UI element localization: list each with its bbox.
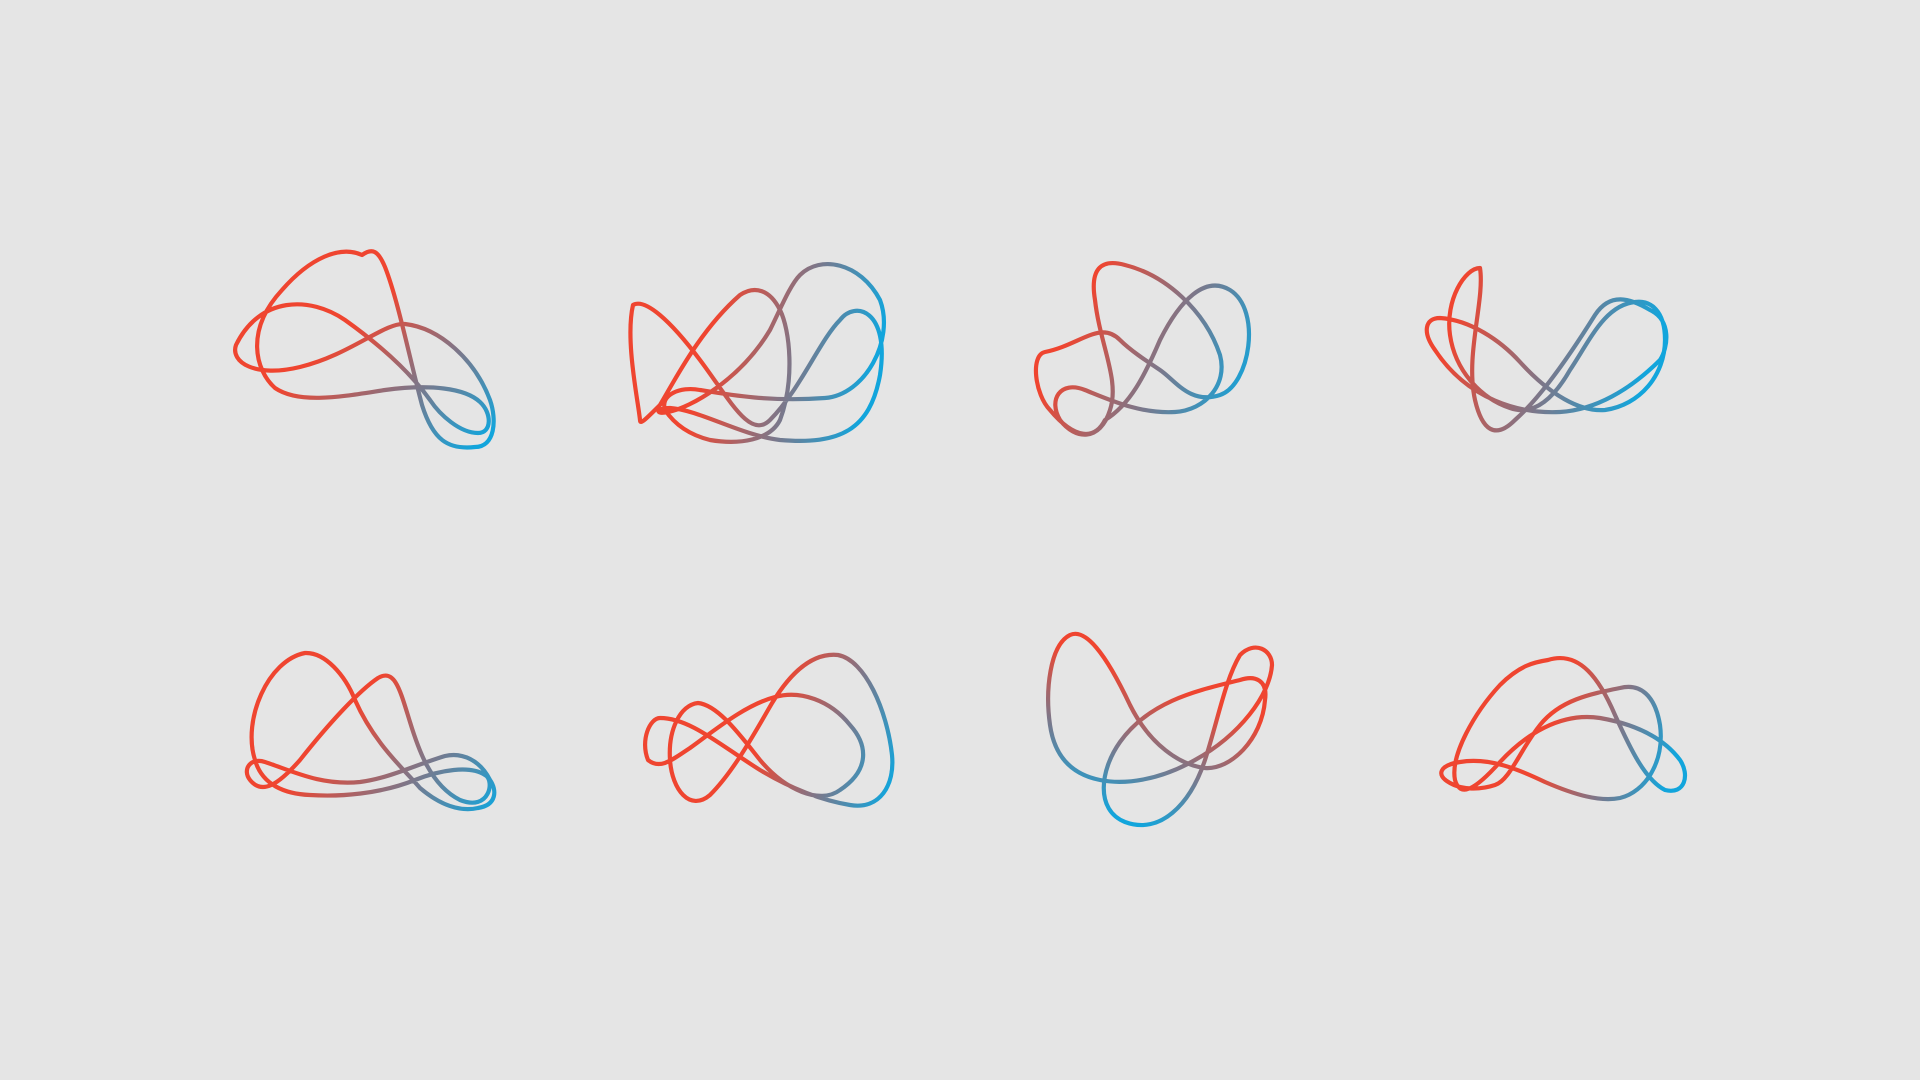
loop-figure-2 xyxy=(628,261,886,444)
loop-figure-5 xyxy=(244,650,497,812)
loop-figure-8 xyxy=(1439,656,1688,802)
loop-figure-6 xyxy=(643,652,895,808)
loop-figure-4 xyxy=(1424,265,1669,433)
loop-figure-1 xyxy=(233,249,496,450)
loop-figure-3 xyxy=(1033,261,1251,437)
loop-figure-7 xyxy=(1046,631,1275,828)
